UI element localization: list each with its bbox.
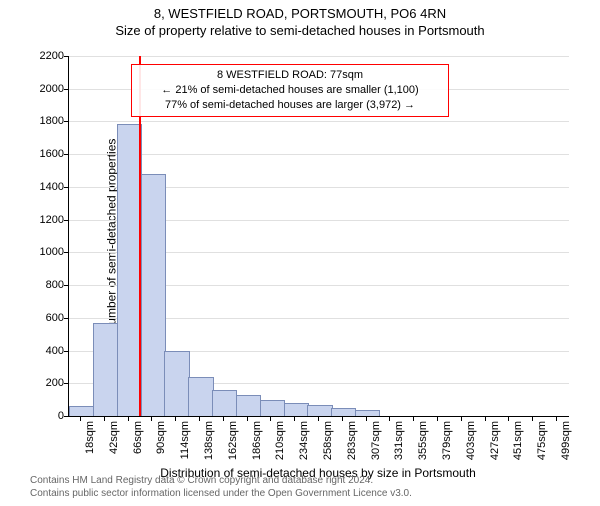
xtick-label: 18sqm — [84, 421, 96, 454]
chart-title-main: 8, WESTFIELD ROAD, PORTSMOUTH, PO6 4RN — [0, 6, 600, 21]
ytick-label: 1200 — [24, 214, 64, 226]
histogram-bar — [331, 408, 356, 416]
ytick-label: 1000 — [24, 246, 64, 258]
xtick-mark — [151, 416, 152, 421]
xtick-label: 258sqm — [322, 421, 334, 460]
xtick-label: 355sqm — [417, 421, 429, 460]
histogram-bar — [141, 174, 166, 416]
xtick-mark — [413, 416, 414, 421]
chart-area: Number of semi-detached properties 8 WES… — [68, 56, 568, 416]
xtick-mark — [342, 416, 343, 421]
xtick-mark — [485, 416, 486, 421]
xtick-label: 283sqm — [346, 421, 358, 460]
histogram-bar — [164, 351, 189, 416]
ytick-label: 200 — [24, 377, 64, 389]
ytick-mark — [64, 285, 69, 286]
xtick-mark — [318, 416, 319, 421]
ytick-mark — [64, 318, 69, 319]
footer-attribution: Contains HM Land Registry data © Crown c… — [30, 474, 590, 500]
xtick-mark — [508, 416, 509, 421]
xtick-label: 427sqm — [489, 421, 501, 460]
histogram-bar — [236, 395, 261, 416]
plot-region: 8 WESTFIELD ROAD: 77sqm← 21% of semi-det… — [68, 56, 569, 417]
xtick-label: 307sqm — [370, 421, 382, 460]
ytick-mark — [64, 89, 69, 90]
ytick-label: 1600 — [24, 148, 64, 160]
gridline — [69, 121, 569, 122]
ytick-mark — [64, 187, 69, 188]
annotation-callout: 8 WESTFIELD ROAD: 77sqm← 21% of semi-det… — [131, 64, 449, 117]
xtick-mark — [104, 416, 105, 421]
ytick-label: 800 — [24, 279, 64, 291]
xtick-label: 403sqm — [465, 421, 477, 460]
xtick-mark — [247, 416, 248, 421]
histogram-bar — [260, 400, 285, 416]
xtick-label: 451sqm — [512, 421, 524, 460]
ytick-mark — [64, 154, 69, 155]
xtick-mark — [532, 416, 533, 421]
ytick-mark — [64, 383, 69, 384]
xtick-label: 499sqm — [560, 421, 572, 460]
xtick-label: 162sqm — [227, 421, 239, 460]
xtick-label: 90sqm — [155, 421, 167, 454]
gridline — [69, 56, 569, 57]
ytick-label: 0 — [24, 410, 64, 422]
ytick-mark — [64, 416, 69, 417]
footer-line-2: Contains public sector information licen… — [30, 487, 590, 500]
histogram-bar — [93, 323, 118, 416]
xtick-label: 331sqm — [393, 421, 405, 460]
xtick-mark — [366, 416, 367, 421]
xtick-label: 234sqm — [298, 421, 310, 460]
xtick-mark — [128, 416, 129, 421]
ytick-label: 400 — [24, 345, 64, 357]
xtick-mark — [270, 416, 271, 421]
xtick-mark — [437, 416, 438, 421]
xtick-label: 66sqm — [132, 421, 144, 454]
xtick-mark — [389, 416, 390, 421]
gridline — [69, 154, 569, 155]
ytick-mark — [64, 220, 69, 221]
ytick-mark — [64, 351, 69, 352]
xtick-mark — [80, 416, 81, 421]
annotation-line: 8 WESTFIELD ROAD: 77sqm — [140, 68, 440, 83]
xtick-label: 114sqm — [179, 421, 191, 459]
xtick-label: 475sqm — [536, 421, 548, 460]
histogram-bar — [69, 406, 94, 416]
xtick-label: 186sqm — [251, 421, 263, 460]
ytick-mark — [64, 56, 69, 57]
annotation-line: 77% of semi-detached houses are larger (… — [140, 98, 440, 113]
ytick-label: 1800 — [24, 115, 64, 127]
xtick-label: 138sqm — [203, 421, 215, 460]
xtick-label: 379sqm — [441, 421, 453, 460]
annotation-line: ← 21% of semi-detached houses are smalle… — [140, 83, 440, 98]
xtick-mark — [294, 416, 295, 421]
xtick-mark — [556, 416, 557, 421]
ytick-label: 1400 — [24, 181, 64, 193]
xtick-mark — [199, 416, 200, 421]
ytick-label: 2200 — [24, 50, 64, 62]
ytick-label: 600 — [24, 312, 64, 324]
xtick-label: 210sqm — [274, 421, 286, 460]
histogram-bar — [212, 390, 237, 416]
histogram-bar — [188, 377, 213, 416]
xtick-label: 42sqm — [108, 421, 120, 454]
xtick-mark — [175, 416, 176, 421]
ytick-mark — [64, 121, 69, 122]
histogram-bar — [355, 410, 380, 416]
footer-line-1: Contains HM Land Registry data © Crown c… — [30, 474, 590, 487]
histogram-bar — [307, 405, 332, 416]
chart-title-sub: Size of property relative to semi-detach… — [0, 23, 600, 38]
ytick-mark — [64, 252, 69, 253]
ytick-label: 2000 — [24, 83, 64, 95]
xtick-mark — [461, 416, 462, 421]
xtick-mark — [223, 416, 224, 421]
histogram-bar — [284, 403, 309, 416]
